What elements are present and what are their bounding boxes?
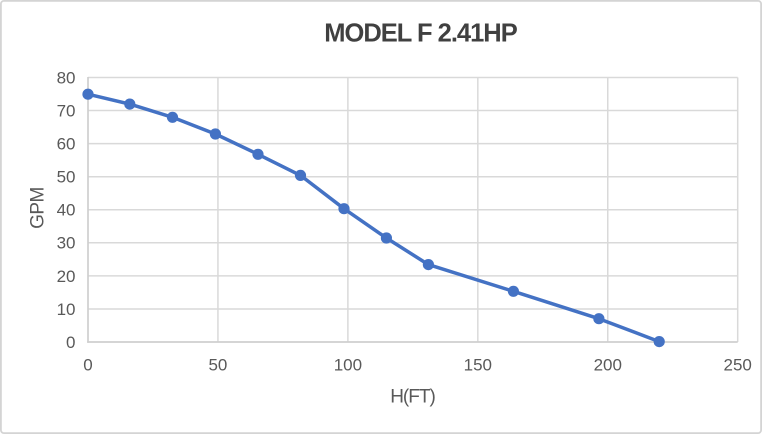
svg-text:20: 20 [57, 267, 76, 286]
svg-text:MODEL F 2.41HP: MODEL F 2.41HP [324, 20, 517, 48]
svg-text:150: 150 [464, 356, 492, 375]
svg-text:30: 30 [57, 234, 76, 253]
svg-text:H(FT): H(FT) [390, 387, 435, 408]
svg-text:250: 250 [724, 356, 752, 375]
svg-text:0: 0 [66, 333, 75, 352]
svg-text:100: 100 [334, 356, 362, 375]
svg-text:40: 40 [57, 201, 76, 220]
svg-text:50: 50 [208, 356, 227, 375]
svg-text:GPM: GPM [28, 187, 49, 229]
svg-text:0: 0 [83, 356, 92, 375]
svg-text:200: 200 [594, 356, 622, 375]
svg-text:60: 60 [57, 135, 76, 154]
svg-text:80: 80 [57, 68, 76, 87]
svg-text:10: 10 [57, 300, 76, 319]
svg-text:70: 70 [57, 102, 76, 121]
svg-text:50: 50 [57, 168, 76, 187]
